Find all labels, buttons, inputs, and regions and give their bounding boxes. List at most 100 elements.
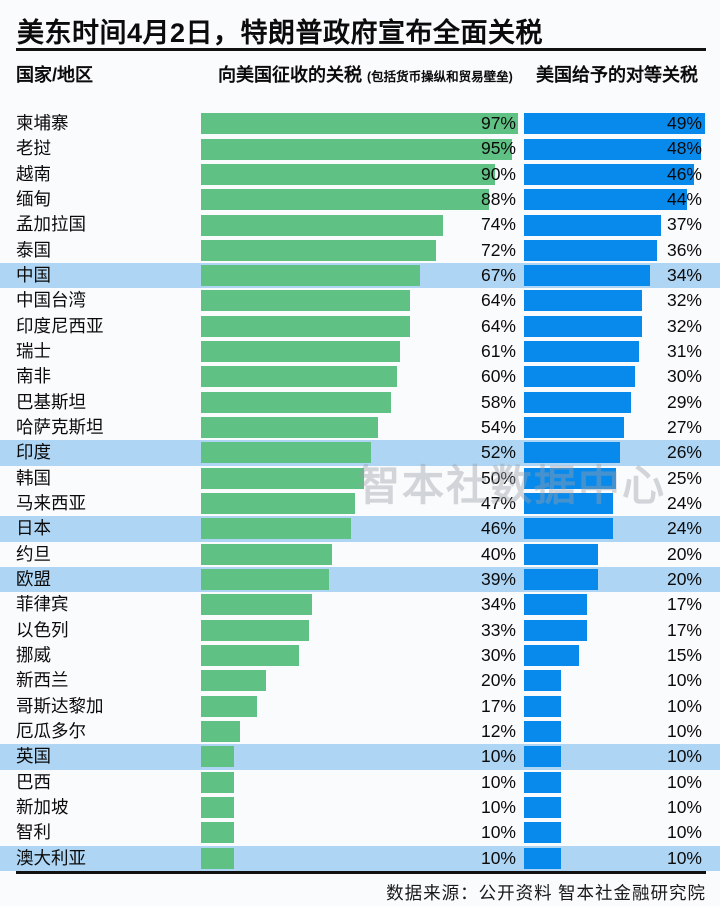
charged-tariff-bar (201, 670, 267, 692)
column-header-charged-note: (包括货币操纵和贸易壁垒) (367, 70, 513, 84)
reciprocal-tariff-bar (524, 341, 639, 363)
table-row: 新加坡 10% 10% (0, 795, 720, 820)
country-label: 新西兰 (16, 670, 69, 691)
reciprocal-tariff-value: 32% (666, 315, 702, 336)
table-row: 以色列 33% 17% (0, 618, 720, 643)
reciprocal-tariff-value: 32% (666, 290, 702, 311)
column-header-charged-main: 向美国征收的关税 (218, 65, 362, 85)
table-row: 孟加拉国 74% 37% (0, 212, 720, 237)
reciprocal-tariff-bar (524, 214, 661, 236)
country-label: 新加坡 (16, 796, 69, 817)
table-row: 新西兰 20% 10% (0, 668, 720, 693)
charged-tariff-bar (201, 619, 309, 641)
charged-tariff-value: 90% (480, 163, 516, 184)
table-row: 瑞士 61% 31% (0, 339, 720, 364)
charged-tariff-bar (201, 290, 411, 312)
charged-tariff-bar (201, 391, 391, 413)
table-row: 欧盟 39% 20% (0, 566, 720, 593)
charged-tariff-bar (201, 417, 378, 439)
reciprocal-tariff-bar (524, 366, 635, 388)
charged-tariff-value: 10% (480, 822, 516, 843)
country-label: 约旦 (16, 543, 51, 564)
country-label: 印度 (16, 442, 51, 463)
country-label: 欧盟 (16, 568, 51, 589)
country-label: 老挝 (16, 138, 51, 159)
charged-tariff-value: 10% (480, 796, 516, 817)
table-row: 越南 90% 46% (0, 162, 720, 187)
charged-tariff-value: 72% (480, 239, 516, 260)
reciprocal-tariff-value: 34% (666, 264, 702, 285)
charged-tariff-value: 34% (480, 594, 516, 615)
charged-tariff-bar (201, 847, 234, 869)
charged-tariff-value: 39% (480, 568, 516, 589)
country-label: 以色列 (16, 619, 69, 640)
reciprocal-tariff-bar (524, 746, 561, 768)
charged-tariff-bar (201, 366, 398, 388)
reciprocal-tariff-value: 10% (666, 771, 702, 792)
reciprocal-tariff-bar (524, 594, 587, 616)
table-row: 厄瓜多尔 12% 10% (0, 719, 720, 744)
reciprocal-tariff-value: 29% (666, 391, 702, 412)
reciprocal-tariff-value: 30% (666, 366, 702, 387)
reciprocal-tariff-value: 25% (666, 467, 702, 488)
reciprocal-tariff-value: 48% (666, 138, 702, 159)
reciprocal-tariff-value: 15% (666, 644, 702, 665)
charged-tariff-value: 40% (480, 543, 516, 564)
table-row: 柬埔寨 97% 49% (0, 111, 720, 136)
reciprocal-tariff-bar (524, 619, 587, 641)
table-row: 挪威 30% 15% (0, 643, 720, 668)
reciprocal-tariff-bar (524, 467, 617, 489)
reciprocal-tariff-bar (524, 315, 643, 337)
table-row: 巴基斯坦 58% 29% (0, 390, 720, 415)
column-header-charged: 向美国征收的关税 (包括货币操纵和贸易壁垒) (218, 61, 513, 87)
reciprocal-tariff-bar (524, 239, 657, 261)
country-label: 哥斯达黎加 (16, 695, 104, 716)
reciprocal-tariff-bar (524, 518, 613, 540)
charged-tariff-value: 50% (480, 467, 516, 488)
reciprocal-tariff-bar (524, 493, 613, 515)
charged-tariff-value: 60% (480, 366, 516, 387)
table-row: 哈萨克斯坦 54% 27% (0, 415, 720, 440)
reciprocal-tariff-value: 24% (666, 518, 702, 539)
reciprocal-tariff-bar (524, 391, 632, 413)
charged-tariff-bar (201, 189, 489, 211)
reciprocal-tariff-value: 10% (666, 746, 702, 767)
table-row: 马来西亚 47% 24% (0, 491, 720, 516)
table-row: 老挝 95% 48% (0, 136, 720, 161)
charged-tariff-value: 17% (480, 695, 516, 716)
table-row: 英国 10% 10% (0, 744, 720, 770)
country-label: 澳大利亚 (16, 847, 86, 868)
charged-tariff-value: 46% (480, 518, 516, 539)
country-label: 巴基斯坦 (16, 391, 86, 412)
country-label: 南非 (16, 366, 51, 387)
charged-tariff-bar (201, 645, 299, 667)
charged-tariff-value: 64% (480, 315, 516, 336)
table-row: 菲律宾 34% 17% (0, 592, 720, 617)
reciprocal-tariff-value: 20% (666, 568, 702, 589)
country-label: 挪威 (16, 644, 51, 665)
country-label: 马来西亚 (16, 492, 86, 513)
reciprocal-tariff-value: 10% (666, 847, 702, 868)
charged-tariff-value: 58% (480, 391, 516, 412)
country-label: 智利 (16, 822, 51, 843)
country-label: 越南 (16, 163, 51, 184)
charged-tariff-value: 20% (480, 670, 516, 691)
charged-tariff-bar (201, 467, 365, 489)
charged-tariff-bar (201, 315, 411, 337)
charged-tariff-bar (201, 569, 329, 591)
charged-tariff-value: 33% (480, 619, 516, 640)
country-label: 哈萨克斯坦 (16, 416, 104, 437)
reciprocal-tariff-bar (524, 797, 561, 819)
charged-tariff-value: 52% (480, 442, 516, 463)
table-row: 约旦 40% 20% (0, 542, 720, 567)
reciprocal-tariff-bar (524, 417, 624, 439)
reciprocal-tariff-value: 17% (666, 594, 702, 615)
charged-tariff-bar (201, 518, 352, 540)
column-header-reciprocal: 美国给予的对等关税 (536, 65, 698, 85)
charged-tariff-bar (201, 265, 420, 287)
country-label: 英国 (16, 746, 51, 767)
charged-tariff-bar (201, 493, 355, 515)
reciprocal-tariff-bar (524, 695, 561, 717)
charged-tariff-bar (201, 797, 234, 819)
charged-tariff-bar (201, 594, 313, 616)
